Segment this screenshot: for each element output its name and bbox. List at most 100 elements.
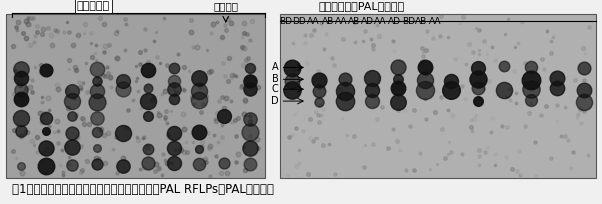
Point (104, 44, 114, 47)
Point (58, 173, 68, 176)
Point (63, 89, 72, 92)
Point (335, 87, 345, 91)
Point (367, 88, 376, 91)
Point (169, 79, 178, 83)
Point (317, 21, 326, 25)
Point (131, 64, 141, 67)
Point (189, 102, 199, 105)
Point (172, 147, 182, 150)
Point (314, 87, 324, 90)
Point (197, 163, 207, 166)
Point (237, 85, 246, 89)
Point (393, 86, 403, 90)
Point (505, 98, 515, 102)
Point (36, 71, 46, 74)
Point (120, 18, 130, 21)
Point (240, 100, 250, 103)
Point (160, 117, 169, 121)
Point (294, 148, 304, 152)
Point (217, 36, 227, 39)
Point (209, 133, 219, 136)
Point (14, 81, 23, 84)
Point (479, 39, 489, 42)
Point (23, 16, 33, 19)
Point (157, 92, 167, 96)
Point (389, 49, 399, 52)
Point (245, 146, 255, 150)
Point (84, 123, 94, 126)
Point (536, 113, 546, 116)
Point (306, 20, 315, 23)
Point (166, 161, 175, 164)
Point (526, 79, 536, 82)
Point (415, 151, 424, 154)
Point (93, 147, 102, 150)
Point (64, 67, 74, 70)
Point (20, 90, 29, 93)
Point (302, 61, 311, 64)
Point (231, 119, 240, 122)
Point (17, 80, 27, 83)
Point (480, 150, 489, 154)
Point (237, 45, 246, 48)
Point (420, 79, 429, 82)
Point (90, 51, 99, 54)
Point (163, 63, 172, 66)
Point (149, 40, 159, 43)
Point (229, 73, 239, 76)
Point (12, 28, 22, 31)
Point (245, 79, 255, 82)
Point (203, 48, 213, 51)
Point (16, 98, 26, 101)
Point (197, 140, 207, 143)
Point (239, 146, 249, 149)
Point (421, 49, 430, 52)
Point (42, 164, 51, 168)
Point (440, 156, 450, 160)
Point (240, 22, 249, 25)
Point (360, 143, 370, 147)
Point (359, 40, 368, 43)
Point (234, 153, 243, 156)
Point (220, 75, 230, 78)
Point (393, 65, 403, 69)
Point (79, 31, 89, 34)
FancyBboxPatch shape (6, 14, 265, 178)
Point (11, 156, 20, 159)
Point (140, 27, 149, 30)
Point (474, 53, 484, 56)
Point (233, 116, 243, 120)
Point (245, 162, 255, 166)
Text: DD: DD (292, 17, 305, 26)
Point (242, 32, 252, 35)
Text: A: A (272, 62, 279, 72)
Point (393, 78, 403, 81)
Point (92, 156, 101, 160)
Point (517, 20, 527, 23)
Point (330, 173, 340, 176)
Point (287, 79, 297, 82)
Point (284, 135, 294, 138)
Point (71, 69, 81, 72)
Point (212, 111, 222, 114)
Point (566, 166, 576, 170)
Point (579, 89, 589, 92)
Point (105, 75, 115, 78)
Point (210, 117, 220, 120)
Point (313, 69, 323, 73)
Point (547, 40, 556, 43)
Point (329, 63, 339, 66)
Point (305, 136, 315, 140)
Point (204, 70, 214, 74)
Point (245, 131, 255, 134)
Point (245, 66, 255, 69)
Point (82, 159, 92, 162)
Point (179, 88, 188, 91)
Point (143, 68, 153, 71)
Point (36, 63, 46, 66)
Point (64, 30, 74, 34)
Point (368, 142, 377, 145)
Point (308, 139, 318, 143)
Point (216, 171, 225, 174)
Point (512, 169, 522, 172)
